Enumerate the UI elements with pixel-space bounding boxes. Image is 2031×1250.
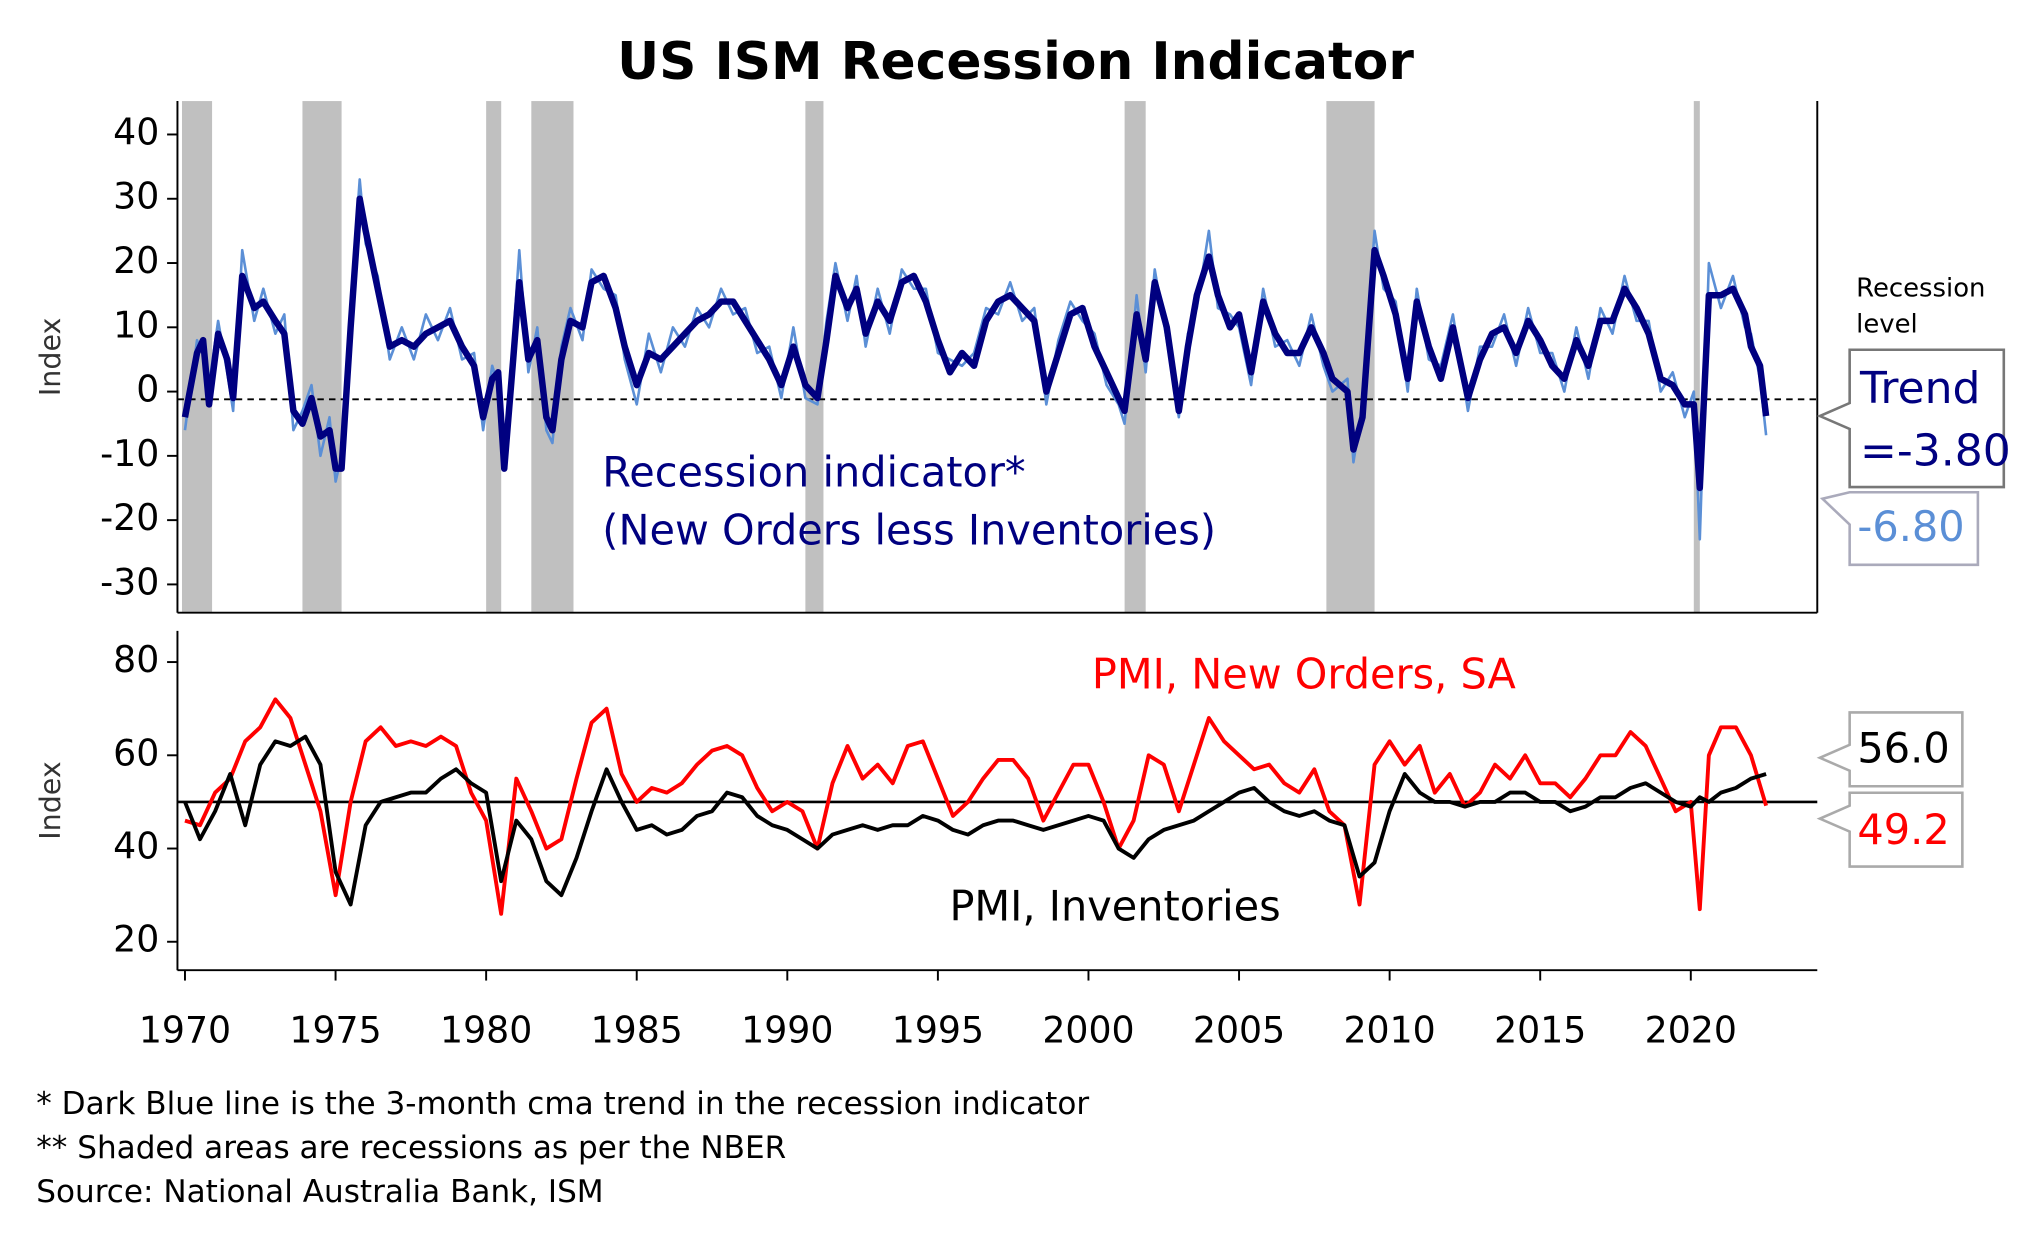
callout-label: 49.2 (1857, 806, 1949, 854)
recession-band (805, 101, 824, 613)
series-line (183, 178, 1768, 541)
annotation: (New Orders less Inventories) (602, 507, 1216, 555)
y-tick-label: 30 (113, 175, 159, 218)
series-line (181, 195, 1770, 492)
x-tick-label: 1985 (591, 1008, 683, 1051)
y-tick-label: 80 (113, 638, 159, 681)
series-label: PMI, Inventories (949, 882, 1280, 930)
y-axis-label: Index (34, 761, 67, 839)
x-tick-label: 2015 (1494, 1008, 1586, 1051)
chart-title: US ISM Recession Indicator (617, 32, 1414, 92)
series-line (184, 697, 1768, 916)
y-tick-label: 20 (113, 239, 159, 282)
x-tick-label: 1990 (741, 1008, 833, 1051)
footnote: * Dark Blue line is the 3-month cma tren… (36, 1086, 1089, 1122)
x-tick-label: 1995 (892, 1008, 984, 1051)
callout-label: =-3.80 (1860, 425, 2011, 476)
recession-level-label: Recession (1856, 273, 1985, 303)
callout-label: -6.80 (1857, 503, 1964, 551)
callout-label: 56.0 (1857, 724, 1949, 772)
y-tick-label: -10 (100, 432, 159, 475)
x-tick-label: 2020 (1645, 1008, 1737, 1051)
x-tick-label: 2005 (1193, 1008, 1285, 1051)
footnote: Source: National Australia Bank, ISM (36, 1174, 603, 1210)
footnote: ** Shaded areas are recessions as per th… (36, 1130, 786, 1166)
y-tick-label: 60 (113, 731, 159, 774)
recession-band (302, 101, 342, 613)
y-tick-label: -30 (100, 560, 159, 603)
y-tick-label: 40 (113, 825, 159, 868)
series-label: PMI, New Orders, SA (1092, 650, 1516, 698)
y-tick-label: 10 (113, 303, 159, 346)
recession-level-label: level (1856, 310, 1918, 340)
y-tick-label: 0 (136, 368, 159, 411)
y-tick-label: 20 (113, 918, 159, 961)
annotation: Recession indicator* (602, 448, 1025, 496)
x-tick-label: 1975 (289, 1008, 381, 1051)
callout-box (1816, 711, 1964, 788)
recession-band (1124, 101, 1146, 613)
x-tick-label: 2000 (1042, 1008, 1134, 1051)
x-tick-label: 1980 (440, 1008, 532, 1051)
callout-box (1819, 490, 1980, 567)
callout-label: Trend (1859, 363, 1980, 414)
y-tick-label: -20 (100, 496, 159, 539)
y-axis-label: Index (34, 318, 67, 396)
callout-box (1816, 348, 2006, 489)
recession-band (1693, 101, 1700, 613)
series-line (183, 734, 1767, 907)
recession-band (486, 101, 502, 613)
x-tick-label: 2010 (1343, 1008, 1435, 1051)
callout-box (1816, 791, 1964, 868)
y-tick-label: 40 (113, 110, 159, 153)
x-tick-label: 1970 (139, 1008, 231, 1051)
